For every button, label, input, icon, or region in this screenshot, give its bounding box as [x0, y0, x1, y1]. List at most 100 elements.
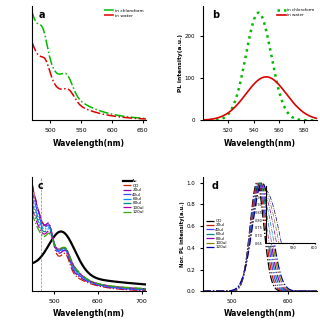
- Line: 20ul: 20ul: [203, 183, 320, 291]
- 80ul: [271, 248, 275, 252]
- in water: [312, 116, 316, 120]
- 100ul: [292, 289, 296, 293]
- in water: [263, 75, 267, 79]
- 60ul: [128, 287, 132, 291]
- QD: [144, 289, 148, 292]
- Line: in chloroform: in chloroform: [203, 13, 317, 120]
- 40ul: [103, 284, 107, 288]
- 100ul: [99, 283, 103, 286]
- 100ul: [144, 287, 148, 291]
- Text: b: b: [212, 10, 219, 20]
- 100ul: [128, 286, 132, 290]
- 120ul: [128, 286, 132, 290]
- 40ul: [277, 286, 281, 290]
- 60ul: [274, 273, 277, 277]
- 60ul: [99, 283, 103, 287]
- 20ul: [37, 211, 41, 215]
- QD: [128, 288, 132, 292]
- 80ul: [116, 285, 120, 289]
- in chloroform: [30, 10, 34, 14]
- 100ul: [96, 282, 100, 286]
- in chloroform: [257, 11, 260, 15]
- 80ul: [208, 289, 212, 293]
- 80ul: [99, 283, 103, 287]
- Au: [37, 257, 41, 261]
- 40ul: [30, 189, 34, 193]
- in water: [269, 76, 273, 80]
- QD: [274, 287, 277, 291]
- 80ul: [96, 282, 100, 286]
- 40ul: [271, 267, 275, 271]
- 60ul: [37, 218, 41, 222]
- 20ul: [99, 284, 103, 288]
- 60ul: [271, 258, 275, 262]
- QD: [99, 285, 103, 289]
- 20ul: [208, 289, 212, 293]
- 40ul: [128, 287, 132, 291]
- Line: 60ul: 60ul: [203, 183, 320, 291]
- in chloroform: [256, 11, 260, 15]
- 100ul: [304, 289, 308, 293]
- 120ul: [208, 289, 212, 293]
- in chloroform: [99, 109, 103, 113]
- QD: [304, 289, 308, 293]
- 120ul: [116, 285, 120, 289]
- in water: [99, 112, 103, 116]
- 120ul: [201, 289, 205, 293]
- 80ul: [259, 181, 262, 185]
- Legend: in chloroform, in water: in chloroform, in water: [104, 9, 144, 18]
- 40ul: [257, 181, 261, 185]
- in chloroform: [116, 114, 120, 117]
- 40ul: [274, 279, 277, 283]
- 20ul: [256, 181, 260, 185]
- QD: [208, 289, 212, 293]
- 100ul: [277, 274, 281, 277]
- 120ul: [271, 229, 275, 233]
- 20ul: [116, 287, 120, 291]
- 20ul: [274, 284, 277, 288]
- in water: [315, 116, 319, 120]
- in chloroform: [269, 52, 273, 55]
- QD: [271, 281, 275, 285]
- 120ul: [103, 283, 107, 287]
- 40ul: [99, 284, 103, 287]
- Line: QD: QD: [32, 183, 146, 291]
- 100ul: [201, 289, 205, 293]
- Line: 100ul: 100ul: [32, 208, 146, 289]
- in water: [37, 54, 41, 58]
- 40ul: [37, 214, 41, 218]
- 120ul: [30, 212, 34, 215]
- in chloroform: [201, 118, 205, 122]
- 120ul: [277, 267, 281, 271]
- 80ul: [128, 286, 132, 290]
- 20ul: [277, 288, 281, 292]
- 40ul: [96, 283, 100, 287]
- 20ul: [201, 289, 205, 293]
- Au: [30, 261, 34, 265]
- 100ul: [103, 283, 107, 287]
- 100ul: [259, 181, 263, 185]
- in chloroform: [37, 22, 41, 26]
- 60ul: [30, 195, 34, 198]
- in water: [128, 116, 132, 120]
- 120ul: [274, 249, 277, 253]
- 60ul: [116, 286, 120, 290]
- in water: [295, 104, 299, 108]
- Au: [116, 280, 120, 284]
- in water: [255, 79, 259, 83]
- 80ul: [144, 287, 148, 291]
- Line: QD: QD: [203, 183, 320, 291]
- Legend: Au, QD, 20ul, 40ul, 60ul, 80ul, 100ul, 120ul: Au, QD, 20ul, 40ul, 60ul, 80ul, 100ul, 1…: [123, 180, 144, 214]
- in chloroform: [103, 110, 107, 114]
- 20ul: [128, 287, 132, 291]
- Line: 120ul: 120ul: [203, 183, 320, 291]
- Au: [144, 283, 148, 286]
- in chloroform: [295, 117, 299, 121]
- Au: [96, 277, 100, 281]
- 60ul: [144, 287, 148, 291]
- X-axis label: Wavelength(nm): Wavelength(nm): [53, 139, 125, 148]
- in water: [256, 79, 260, 83]
- 120ul: [304, 289, 308, 293]
- Line: 40ul: 40ul: [203, 183, 320, 291]
- 20ul: [96, 283, 100, 287]
